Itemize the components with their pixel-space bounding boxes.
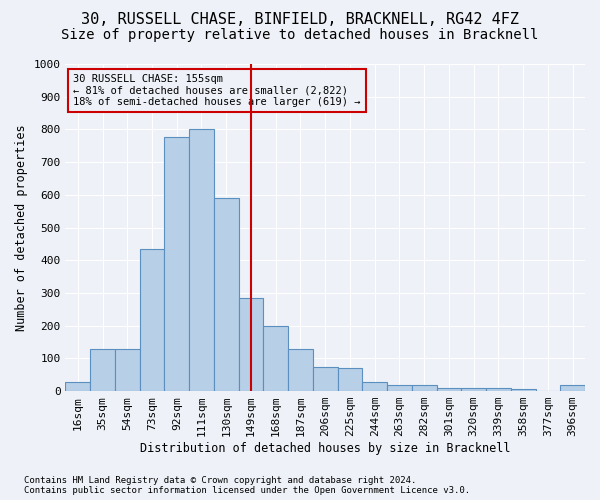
- Bar: [412, 385, 437, 391]
- Bar: [239, 298, 263, 391]
- Bar: [461, 388, 486, 391]
- Bar: [164, 136, 189, 391]
- Bar: [189, 130, 214, 391]
- Bar: [362, 382, 387, 391]
- Y-axis label: Number of detached properties: Number of detached properties: [15, 124, 28, 331]
- Bar: [511, 390, 536, 391]
- X-axis label: Distribution of detached houses by size in Bracknell: Distribution of detached houses by size …: [140, 442, 511, 455]
- Text: Contains HM Land Registry data © Crown copyright and database right 2024.: Contains HM Land Registry data © Crown c…: [24, 476, 416, 485]
- Text: 30 RUSSELL CHASE: 155sqm
← 81% of detached houses are smaller (2,822)
18% of sem: 30 RUSSELL CHASE: 155sqm ← 81% of detach…: [73, 74, 361, 107]
- Bar: [90, 349, 115, 391]
- Text: Size of property relative to detached houses in Bracknell: Size of property relative to detached ho…: [61, 28, 539, 42]
- Bar: [214, 198, 239, 391]
- Bar: [560, 384, 585, 391]
- Bar: [437, 388, 461, 391]
- Bar: [115, 349, 140, 391]
- Bar: [338, 368, 362, 391]
- Bar: [387, 385, 412, 391]
- Bar: [288, 349, 313, 391]
- Bar: [65, 382, 90, 391]
- Bar: [140, 249, 164, 391]
- Text: Contains public sector information licensed under the Open Government Licence v3: Contains public sector information licen…: [24, 486, 470, 495]
- Bar: [263, 326, 288, 391]
- Bar: [486, 388, 511, 391]
- Bar: [313, 366, 338, 391]
- Text: 30, RUSSELL CHASE, BINFIELD, BRACKNELL, RG42 4FZ: 30, RUSSELL CHASE, BINFIELD, BRACKNELL, …: [81, 12, 519, 28]
